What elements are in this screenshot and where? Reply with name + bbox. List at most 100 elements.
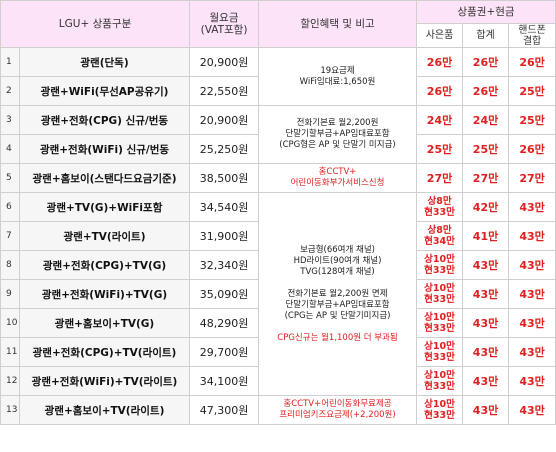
monthly-fee: 20,900원: [189, 47, 260, 77]
phone-bundle-value: 43만: [508, 395, 556, 425]
gift-value-line: 현33만: [424, 323, 455, 334]
gift-value-line: 26만: [426, 56, 453, 69]
gift-value-line: 현33만: [424, 410, 455, 421]
benefit-note: 전화기본료 월2,200원 단말기할부금+AP임대료포함 (CPG형은 AP 및 단…: [258, 105, 418, 164]
phone-bundle-value: 43만: [508, 192, 556, 222]
row-number: 8: [0, 250, 20, 280]
total-value: 43만: [462, 250, 510, 280]
header-benefit: 할인혜택 및 비고: [258, 0, 418, 48]
monthly-fee: 29,700원: [189, 337, 260, 367]
gift-value-line: 현33만: [424, 294, 455, 305]
gift-value-line: 상10만: [424, 370, 455, 381]
header-fee: 월요금 (VAT포함): [189, 0, 260, 48]
benefit-note: 19요금제 WiFi임대료:1,650원: [258, 47, 418, 106]
total-value: 42만: [462, 192, 510, 222]
product-name: 광랜+홈보이+TV(G): [18, 308, 191, 338]
table-row: 8 광랜+전화(CPG)+TV(G) 32,340원 상10만 현33만 43만 43만: [0, 250, 556, 280]
table-row: 6 광랜+TV(G)+WiFi포함 34,540원 보급형(66여개 채널) HD라이트…: [0, 192, 556, 396]
gift-value-line: 25만: [426, 143, 453, 156]
gift-value-line: 현33만: [424, 381, 455, 392]
product-name: 광랜+전화(CPG)+TV(라이트): [18, 337, 191, 367]
total-value: 27만: [462, 163, 510, 193]
header-sub-phone: 핸드폰 결합: [508, 23, 556, 48]
benefit-note-line: 전화기본료 월2,200원 면제: [287, 288, 388, 299]
product-name: 광랜+전화(CPG)+TV(G): [18, 250, 191, 280]
benefit-note-line: HD라이트(90여개 채널): [293, 255, 382, 266]
monthly-fee: 22,550원: [189, 76, 260, 106]
table-row: 3 광랜+전화(CPG) 신규/번동 20,900원 전화기본료 월2,200원 단말기…: [0, 105, 556, 164]
table-row: 2 광랜+WiFi(무선AP공유기) 22,550원 26만 26만 25만: [0, 76, 556, 106]
product-name: 광랜+WiFi(무선AP공유기): [18, 76, 191, 106]
phone-bundle-value: 25만: [508, 76, 556, 106]
header-fee-line2: (VAT포함): [200, 24, 248, 36]
table-row: 7 광랜+TV(라이트) 31,900원 상8만 현34만 41만 43만: [0, 221, 556, 251]
gift-value-line: 상10만: [424, 399, 455, 410]
gift-value: 상10만 현33만: [416, 337, 464, 367]
total-value: 43만: [462, 337, 510, 367]
table-row: 5 광랜+홈보이(스탠다드요금기준) 38,500원 홈CCTV+ 어린이동화부가서비스…: [0, 163, 556, 193]
benefit-note-line: (CPG는 AP 및 단말기미지급): [284, 310, 391, 321]
gift-value-line: 현34만: [424, 236, 455, 247]
phone-bundle-value: 43만: [508, 250, 556, 280]
product-name: 광랜+홈보이+TV(라이트): [18, 395, 191, 425]
total-value: 41만: [462, 221, 510, 251]
total-value: 24만: [462, 105, 510, 135]
monthly-fee: 31,900원: [189, 221, 260, 251]
gift-value: 상10만 현33만: [416, 308, 464, 338]
gift-value-line: 26만: [426, 85, 453, 98]
monthly-fee: 32,340원: [189, 250, 260, 280]
header-category: LGU+ 상품구분: [0, 0, 191, 48]
row-number: 2: [0, 76, 20, 106]
gift-value: 24만: [416, 105, 464, 135]
monthly-fee: 47,300원: [189, 395, 260, 425]
benefit-note-surcharge: CPG신규는 월1,100원 더 부과됨: [277, 332, 398, 343]
total-value: 26만: [462, 47, 510, 77]
gift-value-line: 현33만: [424, 265, 455, 276]
product-name: 광랜+홈보이(스탠다드요금기준): [18, 163, 191, 193]
phone-bundle-value: 26만: [508, 47, 556, 77]
total-value: 43만: [462, 308, 510, 338]
benefit-note-line: [260, 322, 416, 333]
product-name: 광랜(단독): [18, 47, 191, 77]
row-number: 12: [0, 366, 20, 396]
monthly-fee: 35,090원: [189, 279, 260, 309]
gift-value-line: 상10만: [424, 283, 455, 294]
product-name: 광랜+TV(G)+WiFi포함: [18, 192, 191, 222]
phone-bundle-value: 43만: [508, 279, 556, 309]
monthly-fee: 34,100원: [189, 366, 260, 396]
benefit-note-line: 어린이동화부가서비스신청: [290, 178, 385, 188]
row-number: 4: [0, 134, 20, 164]
row-number: 7: [0, 221, 20, 251]
benefit-note-line: 19요금제: [320, 65, 355, 76]
phone-bundle-value: 43만: [508, 366, 556, 396]
benefit-note-line: 홈CCTV+어린이동화무료제공: [283, 399, 392, 409]
table-body: 1 광랜(단독) 20,900원 19요금제 WiFi임대료:1,650원 26만 26만 2…: [0, 47, 556, 425]
row-number: 10: [0, 308, 20, 338]
benefit-note: 홈CCTV+어린이동화무료제공 프리미엄키즈요금제(+2,200원): [258, 395, 418, 425]
benefit-note-line: 전화기본료 월2,200원: [296, 118, 379, 128]
phone-bundle-value: 26만: [508, 134, 556, 164]
row-number: 1: [0, 47, 20, 77]
total-value: 25만: [462, 134, 510, 164]
gift-value-line: 24만: [426, 114, 453, 127]
gift-value: 상10만 현33만: [416, 395, 464, 425]
product-name: 광랜+전화(WiFi) 신규/번동: [18, 134, 191, 164]
monthly-fee: 25,250원: [189, 134, 260, 164]
gift-value-line: 상10만: [424, 341, 455, 352]
monthly-fee: 20,900원: [189, 105, 260, 135]
product-name: 광랜+TV(라이트): [18, 221, 191, 251]
gift-value: 27만: [416, 163, 464, 193]
product-name: 광랜+전화(CPG) 신규/번동: [18, 105, 191, 135]
header-gift-group: 상품권+현금: [416, 0, 556, 24]
price-table: LGU+ 상품구분 월요금 (VAT포함) 할인혜택 및 비고 상품권+현금 사…: [0, 0, 556, 425]
gift-value: 상10만 현33만: [416, 279, 464, 309]
total-value: 26만: [462, 76, 510, 106]
row-number: 5: [0, 163, 20, 193]
row-number: 6: [0, 192, 20, 222]
gift-value-line: 현33만: [424, 352, 455, 363]
monthly-fee: 34,540원: [189, 192, 260, 222]
gift-value: 26만: [416, 76, 464, 106]
gift-value: 상10만 현33만: [416, 366, 464, 396]
total-value: 43만: [462, 279, 510, 309]
table-row: 9 광랜+전화(WiFi)+TV(G) 35,090원 상10만 현33만 43만 43만: [0, 279, 556, 309]
